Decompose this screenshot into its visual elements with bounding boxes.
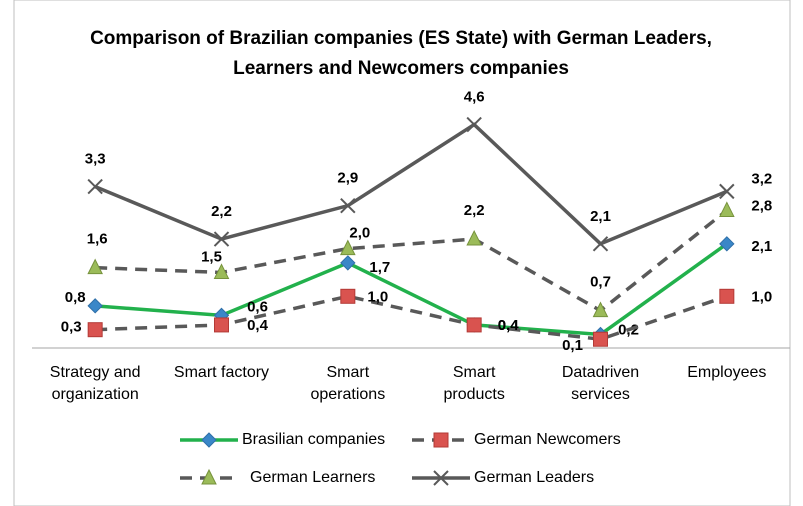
data-label: 0,4 [247,317,269,334]
series: 0,80,61,70,4 0,22,1 [65,236,772,343]
marker [433,432,449,448]
marker [466,317,482,333]
marker [201,468,217,485]
data-label: 1,5 [201,248,222,265]
legend-label: German Newcomers [474,431,621,448]
data-label: 2,9 [337,170,358,187]
data-label: 0,6 [247,298,268,315]
marker [87,178,103,195]
data-label: 2,8 [751,197,772,214]
marker [213,231,230,247]
marker [433,470,449,486]
x-tick-label: Strategy and organization [49,364,141,403]
marker [466,116,482,133]
data-label: 3,3 [85,151,106,168]
marker [340,255,356,271]
data-label: 2,1 [590,208,611,225]
marker [719,288,735,304]
marker [340,239,356,256]
data-label: 3,2 [751,170,772,187]
marker [719,183,735,200]
x-tick-label: Smart products [443,364,505,403]
x-tick-label: Smart operations [310,364,386,403]
marker [340,197,356,214]
data-label: 0,7 [590,274,611,291]
marker [87,258,103,275]
legend-label: German Learners [250,469,376,486]
line [95,209,728,313]
data-label: 4,6 [464,89,485,106]
data-label: 2,0 [349,225,370,242]
marker [593,331,608,347]
data-label: 1,7 [369,259,390,276]
data-label: 2,1 [751,238,772,255]
marker [466,229,482,246]
x-tick-label: Employees [687,364,767,381]
data-label: 0,1 [562,337,583,354]
marker [719,201,735,217]
data-label: 2,2 [211,203,232,220]
legend-label: Brasilian companies [242,431,386,448]
legend-label: German Leaders [474,469,595,486]
line [95,294,728,342]
chart-frame [13,0,791,506]
marker [592,301,609,318]
data-label: 1,0 [751,288,772,305]
x-tick-label: Smart factory [173,364,270,381]
marker [719,236,735,252]
line [94,122,728,246]
marker [340,288,356,304]
marker [87,322,103,338]
data-label: 2,2 [464,202,485,219]
marker [213,263,230,279]
data-label: 0,3 [61,319,82,336]
data-label: 1,6 [87,231,108,248]
marker [87,298,103,314]
series: 1,6 1,5 2,0 2,2 0,7 2,8 [87,197,772,318]
marker [201,432,217,448]
marker [592,236,609,252]
line [95,242,728,337]
data-label: 1,0 [367,288,388,305]
chart-title: Comparison of Brazilian companies (ES St… [90,28,712,79]
series: 0,3 0,4 1,0 0,4 0,1 1,0 [61,288,773,354]
x-tick-label: Datadriven services [561,364,640,403]
marker [214,317,229,333]
data-label: 0,4 [498,317,520,334]
data-label: 0,8 [65,289,86,306]
series: 3,3 2,2 2,9 4,6 2,1 3,2 [85,89,772,252]
